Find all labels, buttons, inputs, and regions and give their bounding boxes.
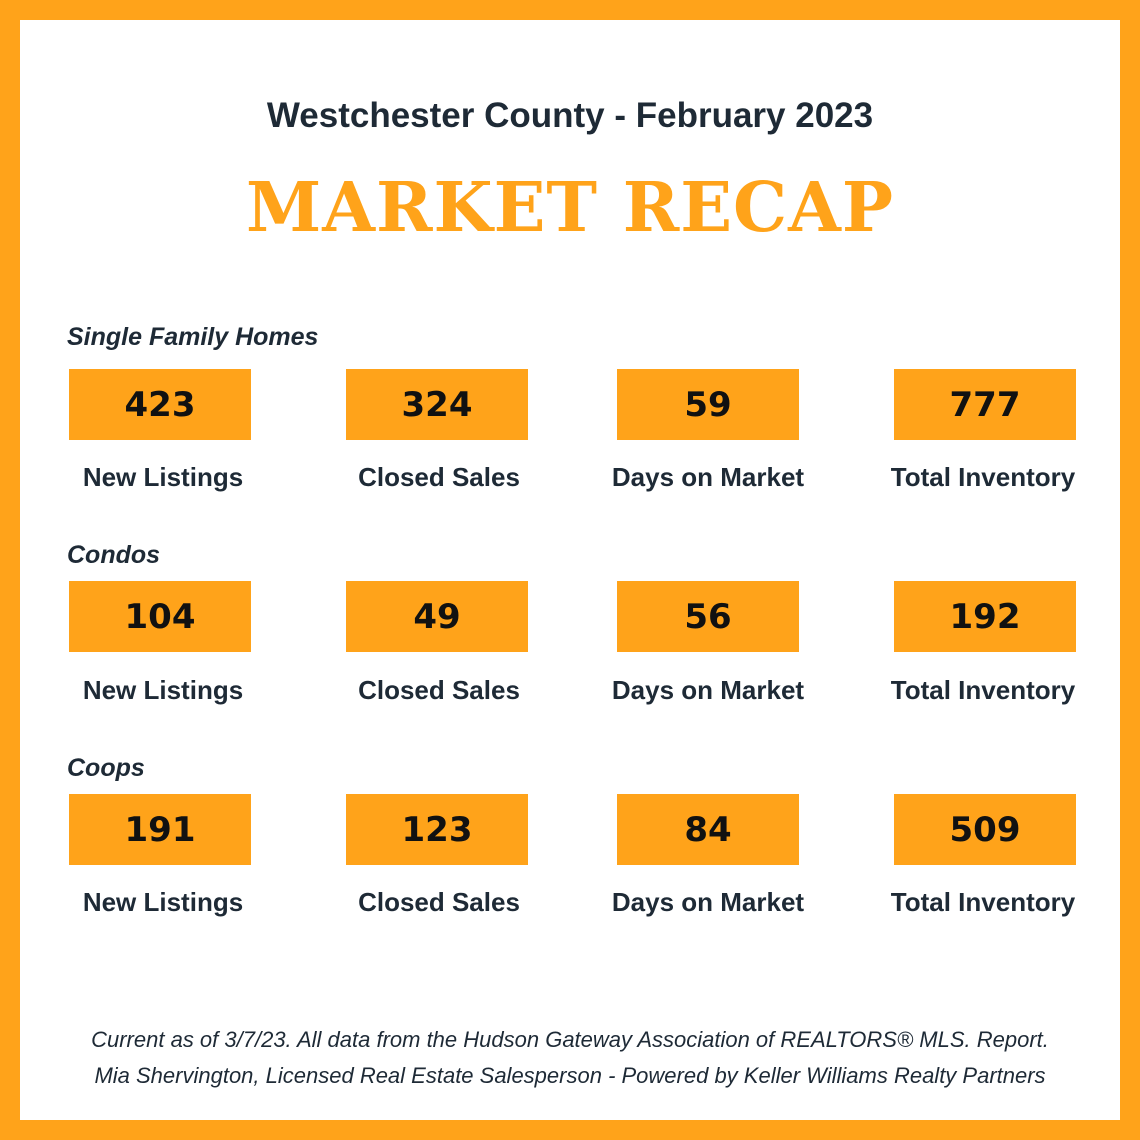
stat-value-condos-closed-sales: 49 xyxy=(346,581,528,652)
stat-value-coops-closed-sales: 123 xyxy=(346,794,528,865)
stat-value-single-family-total-inventory: 777 xyxy=(894,369,1076,440)
stat-label-condos-days-on-market: Days on Market xyxy=(611,675,805,705)
stat-value-single-family-closed-sales: 324 xyxy=(346,369,528,440)
section-label-coops: Coops xyxy=(67,754,145,782)
section-label-single-family: Single Family Homes xyxy=(67,323,319,351)
stat-value-single-family-days-on-market: 59 xyxy=(617,369,799,440)
page-subtitle: Westchester County - February 2023 xyxy=(266,96,874,135)
stat-value-condos-days-on-market: 56 xyxy=(617,581,799,652)
stat-label-single-family-closed-sales: Closed Sales xyxy=(358,462,520,492)
section-label-condos: Condos xyxy=(67,541,161,569)
stat-value-condos-total-inventory: 192 xyxy=(894,581,1076,652)
stat-label-condos-closed-sales: Closed Sales xyxy=(358,675,520,705)
page-title: MARKET RECAP xyxy=(245,168,895,248)
stat-label-single-family-total-inventory: Total Inventory xyxy=(890,462,1076,492)
stat-value-single-family-new-listings: 423 xyxy=(69,369,251,440)
stat-label-coops-days-on-market: Days on Market xyxy=(611,887,805,917)
stat-value-coops-days-on-market: 84 xyxy=(617,794,799,865)
stat-label-condos-total-inventory: Total Inventory xyxy=(890,675,1076,705)
stat-label-coops-closed-sales: Closed Sales xyxy=(358,887,520,917)
stat-label-single-family-new-listings: New Listings xyxy=(82,462,244,492)
footer-source-note: Current as of 3/7/23. All data from the … xyxy=(91,1027,1049,1052)
stat-value-condos-new-listings: 104 xyxy=(69,581,251,652)
stat-label-single-family-days-on-market: Days on Market xyxy=(611,462,805,492)
stat-label-coops-total-inventory: Total Inventory xyxy=(890,887,1076,917)
stat-value-coops-new-listings: 191 xyxy=(69,794,251,865)
footer-agent-credit: Mia Shervington, Licensed Real Estate Sa… xyxy=(94,1063,1046,1088)
stat-label-condos-new-listings: New Listings xyxy=(82,675,244,705)
stat-label-coops-new-listings: New Listings xyxy=(82,887,244,917)
stat-value-coops-total-inventory: 509 xyxy=(894,794,1076,865)
